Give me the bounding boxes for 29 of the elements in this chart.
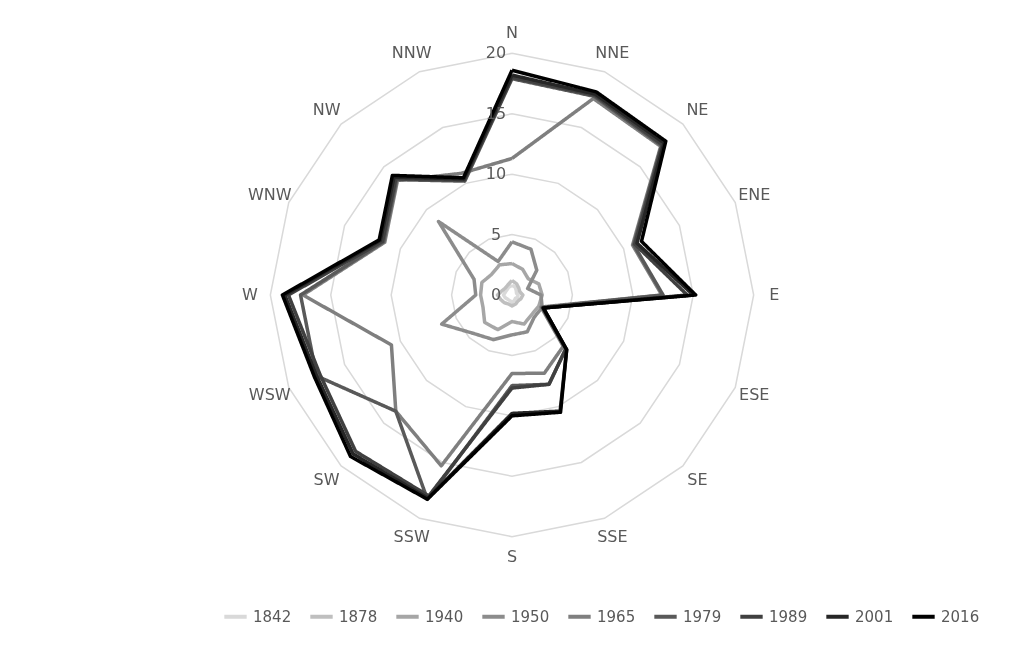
spoke-label: WNW	[247, 184, 292, 204]
spoke-label: NNE	[595, 42, 630, 62]
spoke-label: WSW	[248, 385, 291, 405]
legend-label: 1979	[683, 607, 722, 626]
spoke-label: NE	[686, 99, 709, 119]
legend-label: 1989	[769, 607, 808, 626]
y-tick-label: 10	[485, 164, 507, 184]
y-tick-label: 5	[490, 224, 502, 244]
spoke-label: SE	[687, 470, 708, 490]
spoke-label: SW	[313, 470, 340, 490]
legend-label: 1940	[425, 607, 464, 626]
spoke-label: E	[769, 285, 780, 304]
legend-label: 2001	[855, 607, 894, 626]
spoke-label: SSW	[393, 527, 430, 547]
spoke-label: S	[506, 547, 518, 567]
legend-label: 1965	[597, 607, 636, 626]
y-tick-label: 0	[490, 285, 502, 304]
legend-label: 1950	[511, 607, 550, 626]
spoke-label: NNW	[391, 42, 432, 62]
legend-label: 2016	[941, 607, 980, 626]
legend-label: 1878	[339, 607, 378, 626]
spoke-label: N	[506, 22, 518, 42]
spoke-label: SSE	[597, 527, 628, 547]
spoke-label: NW	[312, 99, 341, 119]
legend-label: 1842	[253, 607, 292, 626]
spoke-label: ESE	[739, 385, 770, 405]
spoke-label: W	[241, 285, 258, 304]
y-tick-label: 20	[485, 43, 507, 63]
spoke-label: ENE	[738, 184, 771, 204]
